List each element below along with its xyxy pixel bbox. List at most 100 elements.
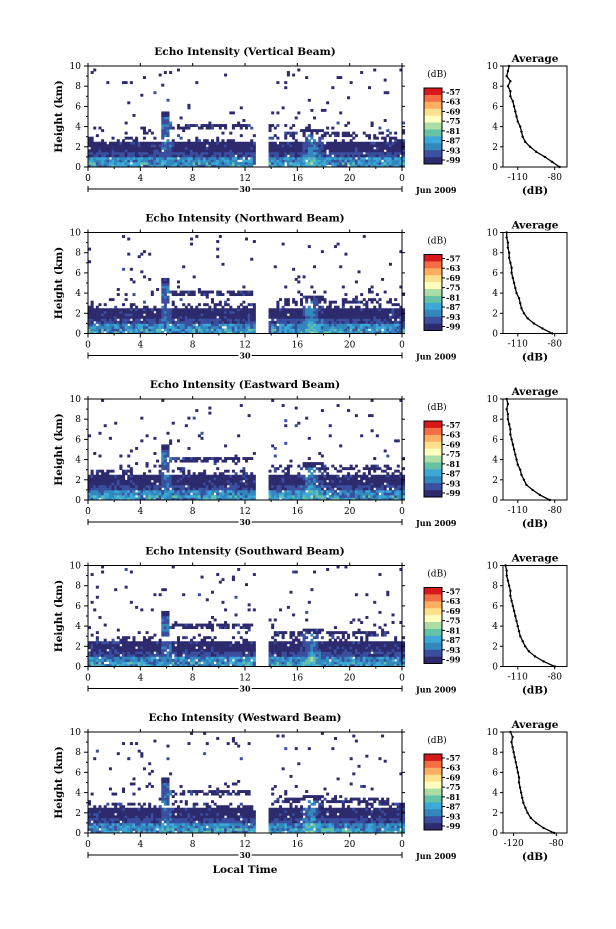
echo-cell bbox=[286, 318, 290, 322]
echo-cell bbox=[281, 144, 285, 148]
echo-cell bbox=[250, 310, 254, 314]
echo-cell bbox=[394, 151, 398, 155]
echo-cell bbox=[195, 492, 199, 496]
echo-cell bbox=[286, 328, 290, 332]
echo-cell bbox=[119, 663, 123, 667]
echo-cell bbox=[289, 323, 293, 327]
echo-cell bbox=[289, 308, 293, 312]
echo-cell bbox=[158, 73, 162, 77]
echo-cell bbox=[386, 323, 390, 327]
echo-cell bbox=[208, 290, 212, 294]
echo-cell bbox=[129, 661, 133, 665]
echo-cell bbox=[284, 303, 288, 307]
echo-cell bbox=[190, 237, 194, 241]
echo-cell bbox=[122, 318, 126, 322]
echo-cell bbox=[299, 325, 303, 329]
echo-cell bbox=[161, 156, 165, 160]
echo-cell bbox=[362, 497, 366, 501]
echo-cell bbox=[354, 295, 358, 299]
echo-cell bbox=[286, 497, 290, 501]
echo-cell bbox=[108, 479, 112, 483]
echo-cell bbox=[354, 497, 358, 501]
colorbar-swatch bbox=[424, 136, 442, 144]
echo-cell bbox=[90, 656, 94, 660]
echo-cell bbox=[224, 124, 228, 127]
colorbar-tick-label: -75 bbox=[446, 283, 460, 293]
echo-cell bbox=[218, 328, 222, 332]
echo-cell bbox=[129, 136, 133, 140]
average-frame bbox=[502, 232, 568, 334]
echo-cell bbox=[127, 141, 131, 145]
echo-cell bbox=[200, 146, 204, 150]
echo-cell bbox=[247, 124, 251, 127]
echo-cell bbox=[101, 641, 105, 645]
echo-cell bbox=[119, 656, 123, 660]
echo-cell bbox=[375, 161, 379, 165]
echo-cell bbox=[111, 663, 115, 667]
echo-cell bbox=[116, 315, 120, 319]
echo-cell bbox=[252, 477, 256, 481]
echo-cell bbox=[226, 318, 230, 322]
echo-cell bbox=[213, 325, 217, 329]
echo-cell bbox=[176, 492, 180, 496]
colorbar-swatch bbox=[424, 101, 442, 110]
echo-cell bbox=[166, 144, 170, 148]
echo-cell bbox=[226, 313, 230, 317]
echo-cell bbox=[132, 151, 136, 155]
echo-cell bbox=[127, 156, 131, 160]
echo-cell bbox=[326, 161, 330, 165]
echo-cell bbox=[132, 313, 136, 317]
echo-cell bbox=[378, 467, 382, 471]
echo-cell bbox=[268, 310, 272, 314]
echo-cell bbox=[391, 313, 395, 317]
echo-cell bbox=[124, 658, 128, 662]
echo-cell bbox=[360, 479, 364, 483]
echo-cell bbox=[137, 320, 141, 324]
echo-cell bbox=[313, 325, 317, 329]
echo-cell bbox=[127, 454, 131, 458]
echo-cell bbox=[142, 646, 146, 650]
echo-cell bbox=[171, 474, 175, 478]
echo-cell bbox=[135, 318, 139, 322]
echo-cell bbox=[163, 277, 167, 281]
echo-cell bbox=[161, 280, 165, 284]
echo-cell bbox=[378, 156, 382, 160]
echo-cell bbox=[331, 497, 335, 501]
echo-cell bbox=[124, 161, 128, 165]
echo-cell bbox=[210, 310, 214, 314]
echo-cell bbox=[250, 497, 254, 501]
echo-cell bbox=[119, 151, 123, 155]
echo-cell bbox=[195, 151, 199, 155]
echo-cell bbox=[190, 164, 194, 168]
echo-cell bbox=[203, 144, 207, 148]
echo-cell bbox=[153, 643, 157, 647]
echo-cell bbox=[179, 494, 183, 498]
y-axis-label: Height (km) bbox=[53, 247, 65, 319]
echo-cell bbox=[239, 310, 243, 314]
echo-cell bbox=[88, 139, 92, 143]
echo-cell bbox=[176, 484, 180, 488]
echo-cell bbox=[299, 298, 303, 302]
echo-cell bbox=[142, 482, 146, 486]
echo-cell bbox=[315, 479, 319, 483]
echo-cell bbox=[354, 323, 358, 327]
echo-cell bbox=[127, 318, 131, 322]
echo-cell bbox=[158, 325, 162, 329]
echo-cell bbox=[320, 159, 324, 163]
echo-cell bbox=[341, 159, 345, 163]
avg-x-tick-label: -80 bbox=[547, 340, 562, 350]
echo-cell bbox=[106, 325, 110, 329]
echo-cell bbox=[279, 489, 283, 493]
echo-cell bbox=[135, 648, 139, 652]
echo-cell bbox=[323, 469, 327, 473]
echo-cell bbox=[127, 494, 131, 498]
echo-cell bbox=[373, 457, 377, 460]
echo-cell bbox=[101, 318, 105, 322]
echo-cell bbox=[114, 646, 118, 650]
echo-cell bbox=[299, 497, 303, 501]
echo-cell bbox=[111, 477, 115, 481]
echo-cell bbox=[176, 308, 180, 312]
echo-cell bbox=[98, 144, 102, 148]
echo-cell bbox=[231, 139, 235, 143]
echo-cell bbox=[93, 154, 97, 158]
